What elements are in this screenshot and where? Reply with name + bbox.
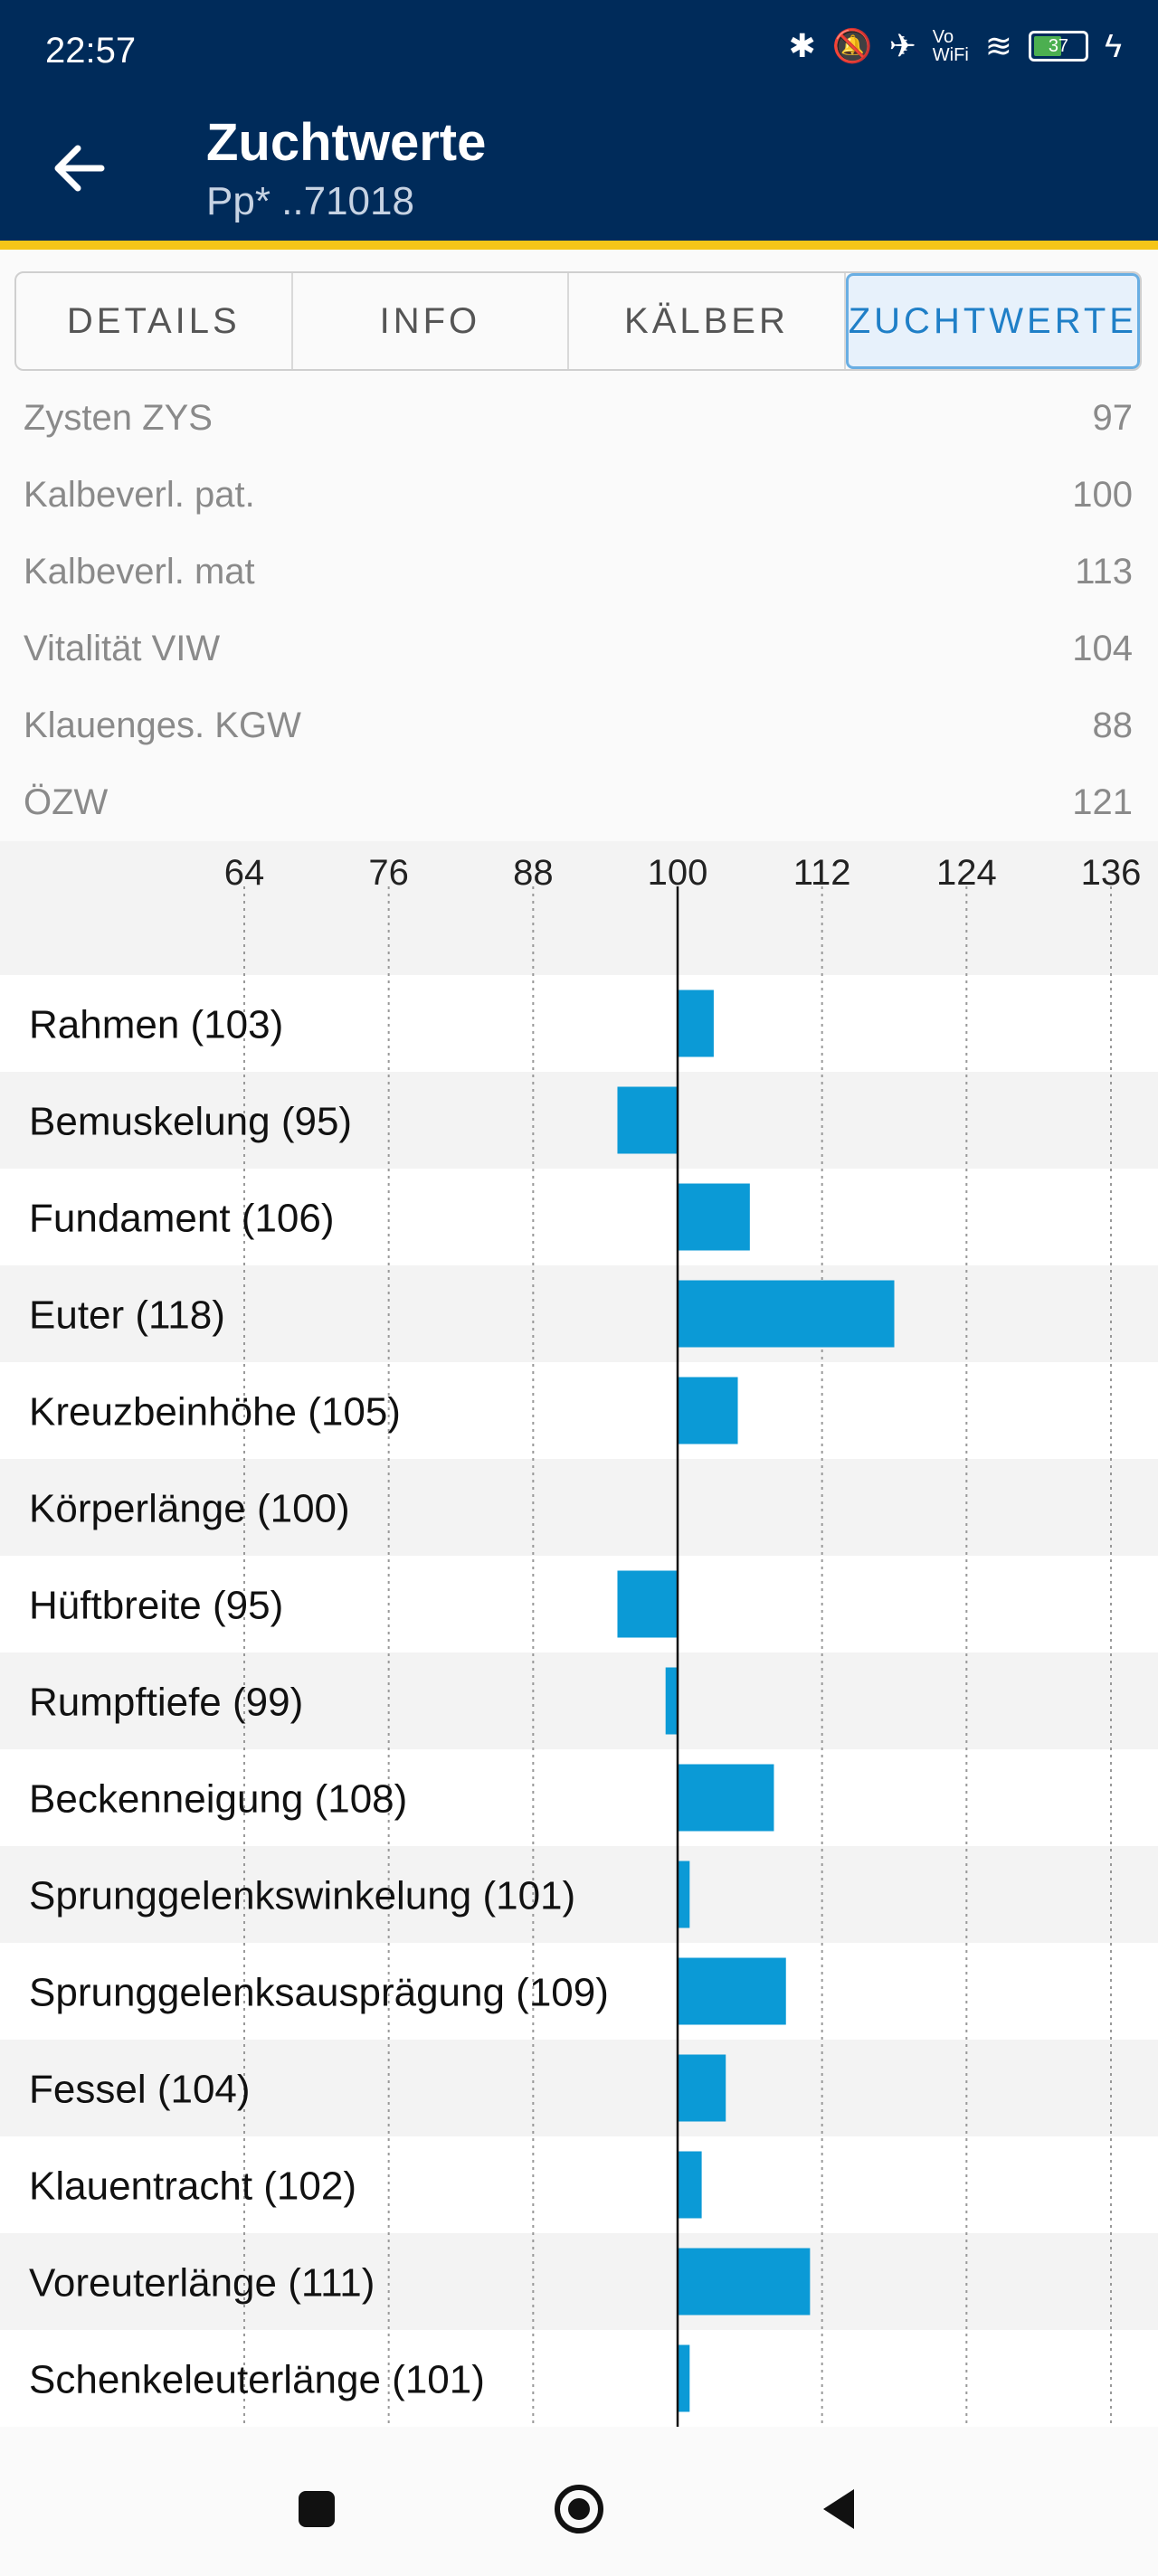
row-background bbox=[0, 1943, 1158, 2040]
x-tick-label: 88 bbox=[513, 853, 554, 893]
bar bbox=[678, 1764, 774, 1832]
bar bbox=[678, 1861, 690, 1928]
info-row: ÖZW 121 bbox=[0, 766, 1158, 843]
info-value: 100 bbox=[1072, 475, 1133, 515]
category-label: Beckenneigung (108) bbox=[29, 1777, 407, 1822]
info-label: Klauenges. KGW bbox=[24, 706, 301, 745]
row-background bbox=[0, 1653, 1158, 1749]
category-label: Schenkeleuterlänge (101) bbox=[29, 2358, 485, 2402]
info-label: Vitalität VIW bbox=[24, 629, 221, 668]
status-icons: ✱ 🔕 ✈ Vo WiFi ≋ 37 ϟ bbox=[789, 27, 1122, 65]
row-background bbox=[0, 1459, 1158, 1556]
page-subtitle: Pp* ..71018 bbox=[206, 179, 414, 223]
category-label: Euter (118) bbox=[29, 1293, 225, 1338]
recent-apps-icon[interactable] bbox=[290, 2482, 344, 2536]
breeding-values-list: Zysten ZYS 97 Kalbeverl. pat. 100 Kalbev… bbox=[0, 382, 1158, 843]
bar-chart: 64 76 88 100 112 124 136 Rahmen (103) Bemuskelun… bbox=[0, 841, 1158, 2427]
row-background bbox=[0, 1265, 1158, 1362]
tab-details[interactable]: DETAILS bbox=[16, 273, 293, 369]
row-background bbox=[0, 1846, 1158, 1943]
status-bar: 22:57 ✱ 🔕 ✈ Vo WiFi ≋ 37 ϟ bbox=[0, 0, 1158, 105]
x-tick-label: 136 bbox=[1081, 853, 1142, 893]
x-tick-label: 112 bbox=[793, 853, 851, 893]
info-value: 88 bbox=[1092, 706, 1134, 745]
bar bbox=[678, 1957, 786, 2025]
axis-header-background bbox=[0, 841, 1158, 975]
row-background bbox=[0, 975, 1158, 1072]
category-label: Voreuterlänge (111) bbox=[29, 2261, 375, 2306]
category-label: Sprunggelenkswinkelung (101) bbox=[29, 1874, 575, 1918]
category-label: Fundament (106) bbox=[29, 1197, 335, 1241]
bar bbox=[678, 2248, 811, 2316]
accent-divider bbox=[0, 241, 1158, 250]
bar bbox=[678, 1377, 738, 1444]
info-row: Klauenges. KGW 88 bbox=[0, 689, 1158, 766]
airplane-icon: ✈ bbox=[888, 27, 916, 64]
home-icon[interactable] bbox=[552, 2482, 606, 2536]
category-label: Körperlänge (100) bbox=[29, 1487, 350, 1531]
row-background bbox=[0, 1072, 1158, 1169]
bar bbox=[678, 2344, 690, 2412]
bar bbox=[678, 2151, 702, 2219]
muted-bell-icon: 🔕 bbox=[831, 27, 873, 64]
charging-icon: ϟ bbox=[1104, 27, 1122, 64]
bar bbox=[678, 1183, 750, 1251]
battery-icon: 37 bbox=[1028, 31, 1088, 62]
info-row: Kalbeverl. pat. 100 bbox=[0, 459, 1158, 535]
info-row: Vitalität VIW 104 bbox=[0, 612, 1158, 689]
x-tick-label: 100 bbox=[648, 853, 708, 893]
category-label: Bemuskelung (95) bbox=[29, 1100, 352, 1144]
category-label: Rahmen (103) bbox=[29, 1003, 283, 1047]
bar bbox=[678, 2054, 726, 2122]
bar bbox=[617, 1086, 678, 1154]
row-background bbox=[0, 1556, 1158, 1653]
bar bbox=[617, 1570, 678, 1638]
category-label: Hüftbreite (95) bbox=[29, 1584, 283, 1628]
wifi-icon: ≋ bbox=[984, 27, 1012, 64]
row-background bbox=[0, 2040, 1158, 2136]
tab-kaelber[interactable]: KÄLBER bbox=[569, 273, 846, 369]
back-arrow-icon[interactable] bbox=[43, 132, 116, 204]
info-label: Kalbeverl. mat bbox=[24, 552, 255, 592]
info-label: Kalbeverl. pat. bbox=[24, 475, 255, 515]
info-value: 113 bbox=[1075, 552, 1133, 592]
x-tick-label: 76 bbox=[368, 853, 409, 893]
status-time: 22:57 bbox=[45, 31, 137, 71]
category-label: Sprunggelenksausprägung (109) bbox=[29, 1971, 609, 2015]
bar bbox=[678, 990, 714, 1057]
tab-info[interactable]: INFO bbox=[293, 273, 570, 369]
info-value: 121 bbox=[1072, 782, 1133, 822]
category-label: Klauentracht (102) bbox=[29, 2164, 356, 2209]
page-title: Zuchtwerte bbox=[206, 113, 487, 172]
category-label: Fessel (104) bbox=[29, 2068, 251, 2112]
system-nav-bar bbox=[0, 2442, 1158, 2576]
info-label: ÖZW bbox=[24, 782, 109, 822]
info-label: Zysten ZYS bbox=[24, 398, 213, 438]
bar bbox=[665, 1667, 678, 1735]
category-label: Kreuzbeinhöhe (105) bbox=[29, 1390, 401, 1435]
row-background bbox=[0, 1362, 1158, 1459]
bar bbox=[678, 1280, 895, 1348]
info-value: 97 bbox=[1092, 398, 1134, 438]
tab-bar: DETAILS INFO KÄLBER ZUCHTWERTE bbox=[14, 271, 1142, 371]
vowifi-icon: Vo WiFi bbox=[932, 27, 969, 65]
tab-zuchtwerte[interactable]: ZUCHTWERTE bbox=[845, 273, 1140, 369]
x-tick-label: 64 bbox=[224, 853, 265, 893]
conformation-chart: 64 76 88 100 112 124 136 Rahmen (103) Bemuskelun… bbox=[0, 841, 1158, 2442]
back-nav-icon[interactable] bbox=[812, 2482, 867, 2536]
row-background bbox=[0, 2233, 1158, 2330]
row-background bbox=[0, 1749, 1158, 1846]
x-tick-label: 124 bbox=[936, 853, 997, 893]
row-background bbox=[0, 2330, 1158, 2427]
info-value: 104 bbox=[1072, 629, 1133, 668]
row-background bbox=[0, 1169, 1158, 1265]
info-row: Zysten ZYS 97 bbox=[0, 382, 1158, 459]
app-bar: Zuchtwerte Pp* ..71018 bbox=[0, 105, 1158, 241]
info-row: Kalbeverl. mat 113 bbox=[0, 535, 1158, 612]
row-background bbox=[0, 2136, 1158, 2233]
category-label: Rumpftiefe (99) bbox=[29, 1681, 303, 1725]
bluetooth-icon: ✱ bbox=[788, 27, 816, 64]
